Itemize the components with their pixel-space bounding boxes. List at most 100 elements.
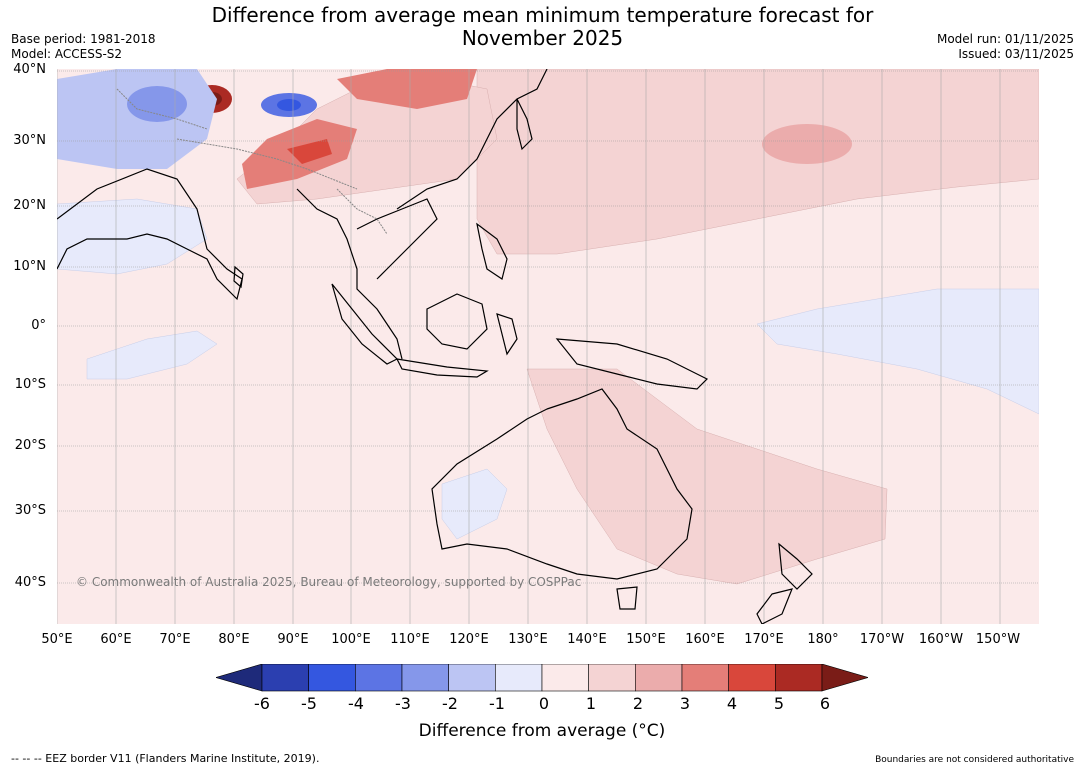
lon-label-70e: 70°E — [159, 632, 191, 647]
anomaly-cold-spot-core — [277, 99, 301, 111]
colorbar — [216, 664, 868, 692]
lon-label-170w: 170°W — [859, 632, 905, 647]
anomaly-australia-warm — [526, 368, 888, 585]
coast-new-zealand-south — [756, 588, 793, 624]
colorbar-extend-high — [821, 664, 868, 692]
coast-china — [396, 69, 548, 210]
map-title-line1: Difference from average mean minimum tem… — [211, 3, 874, 27]
border-line — [116, 88, 208, 130]
issued-date: Issued: 03/11/2025 — [958, 47, 1074, 61]
lon-label-120e: 120°E — [449, 632, 489, 647]
coast-india — [57, 168, 243, 301]
lon-label-90e: 90°E — [277, 632, 309, 647]
lon-label-150w: 150°W — [975, 632, 1021, 647]
graticule — [57, 70, 1039, 584]
model-run: Model run: 01/11/2025 — [936, 32, 1074, 46]
colorbar-segment — [495, 664, 543, 692]
coast-australia — [431, 388, 693, 580]
colorbar-segment — [541, 664, 589, 692]
coast-java — [395, 358, 489, 378]
lon-label-160w: 160°W — [918, 632, 964, 647]
anomaly-regions — [57, 69, 1039, 585]
colorbar-segment — [448, 664, 496, 692]
eez-note: -- -- -- EEZ border V11 (Flanders Marine… — [11, 752, 320, 765]
lon-label-50e: 50°E — [41, 632, 73, 647]
lat-label-40n: 40°N — [13, 62, 46, 77]
border-line — [336, 188, 388, 235]
colorbar-segment — [728, 664, 776, 692]
colorbar-segment — [588, 664, 636, 692]
colorbar-tick: 4 — [726, 694, 738, 713]
anomaly-pacific-warm-band — [476, 69, 1039, 255]
metadata-left: Base period: 1981-2018 Model: ACCESS-S2 — [11, 32, 156, 62]
anomaly-pacific-cool — [756, 288, 1039, 415]
lon-label-160e: 160°E — [685, 632, 725, 647]
anomaly-hot-north — [337, 69, 477, 109]
lat-label-10s: 10°S — [14, 377, 46, 392]
lat-label-40s: 40°S — [14, 575, 46, 590]
lat-label-10n: 10°N — [13, 259, 46, 274]
lon-label-130e: 130°E — [508, 632, 548, 647]
lon-label-150e: 150°E — [626, 632, 666, 647]
colorbar-extend-low — [216, 664, 263, 692]
anomaly-cool-patch — [127, 86, 187, 122]
colorbar-tick: 0 — [538, 694, 550, 713]
coast-se-asia — [296, 188, 403, 360]
lat-label-20s: 20°S — [14, 438, 46, 453]
anomaly-indian-ocean-cool-2 — [86, 330, 218, 380]
colorbar-segment — [775, 664, 823, 692]
map-copyright: © Commonwealth of Australia 2025, Bureau… — [76, 575, 581, 589]
colorbar-tick: -5 — [301, 694, 317, 713]
lat-label-30n: 30°N — [13, 133, 46, 148]
lon-label-180: 180° — [807, 632, 839, 647]
colorbar-segment — [261, 664, 309, 692]
coast-sri-lanka — [233, 265, 244, 289]
coast-tasmania — [616, 586, 638, 610]
lat-label-30s: 30°S — [14, 503, 46, 518]
colorbar-tick: 6 — [819, 694, 831, 713]
borders — [116, 88, 388, 235]
coast-new-zealand-north — [778, 542, 813, 590]
anomaly-pacific-warm-patch — [762, 124, 852, 164]
colorbar-segment — [401, 664, 449, 692]
anomaly-map: © Commonwealth of Australia 2025, Bureau… — [57, 69, 1039, 624]
colorbar-tick: -3 — [395, 694, 411, 713]
base-period: Base period: 1981-2018 — [11, 32, 156, 46]
colorbar-tick: 3 — [679, 694, 691, 713]
lon-label-80e: 80°E — [218, 632, 250, 647]
colorbar-label: Difference from average (°C) — [418, 721, 666, 741]
colorbar-tick: -6 — [254, 694, 270, 713]
border-line — [176, 138, 358, 190]
lon-label-170e: 170°E — [744, 632, 784, 647]
anomaly-wa-cool — [441, 468, 508, 540]
map-title-line2: November 2025 — [461, 26, 624, 50]
lon-label-110e: 110°E — [390, 632, 430, 647]
lat-label-0: 0° — [31, 318, 46, 333]
boundary-disclaimer: Boundaries are not considered authoritat… — [875, 755, 1074, 765]
colorbar-segment — [355, 664, 403, 692]
lon-label-60e: 60°E — [100, 632, 132, 647]
coast-indochina — [356, 198, 438, 280]
coastlines — [57, 69, 813, 624]
colorbar-tick: -4 — [348, 694, 364, 713]
colorbar-tick: 1 — [585, 694, 597, 713]
coast-borneo — [426, 293, 488, 350]
metadata-right: Model run: 01/11/2025 Issued: 03/11/2025 — [937, 32, 1074, 62]
coast-new-guinea — [555, 338, 709, 390]
colorbar-segment — [308, 664, 356, 692]
colorbar-segment — [635, 664, 683, 692]
lon-label-100e: 100°E — [331, 632, 371, 647]
colorbar-tick: -2 — [442, 694, 458, 713]
colorbar-tick: -1 — [489, 694, 505, 713]
coast-sulawesi — [496, 313, 518, 356]
colorbar-segment — [681, 664, 729, 692]
coast-philippines — [476, 222, 508, 280]
colorbar-tick: 2 — [632, 694, 644, 713]
map-title: Difference from average mean minimum tem… — [0, 4, 1085, 50]
coast-japan — [516, 98, 533, 151]
anomaly-indian-ocean-cool — [57, 198, 208, 275]
model-name: Model: ACCESS-S2 — [11, 47, 123, 61]
anomaly-tibet-hot — [287, 139, 332, 164]
lon-label-140e: 140°E — [567, 632, 607, 647]
lat-label-20n: 20°N — [13, 198, 46, 213]
